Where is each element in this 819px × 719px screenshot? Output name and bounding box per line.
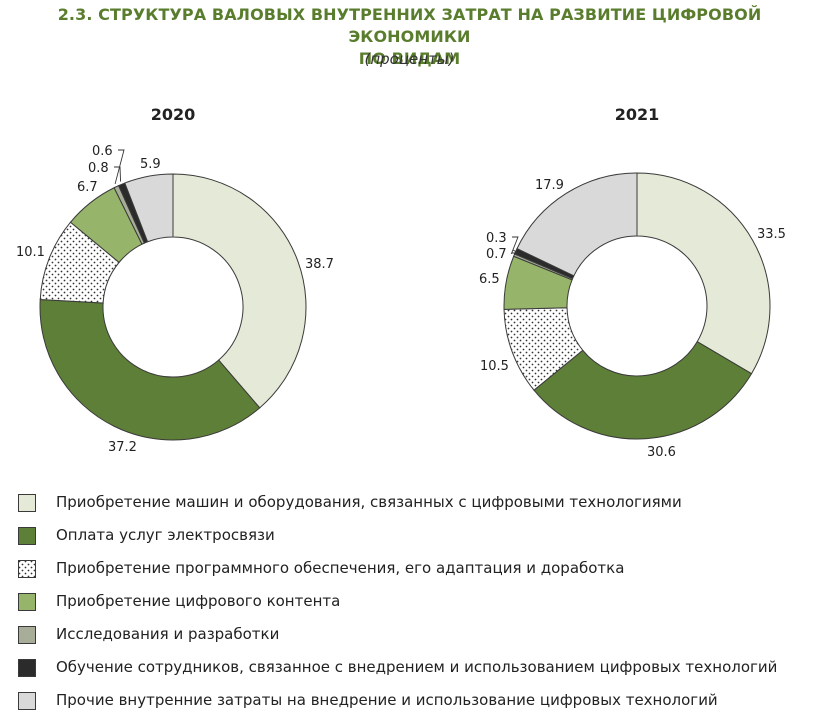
leader-line-training xyxy=(114,166,122,182)
data-label-software: 10.5 xyxy=(480,359,509,374)
legend-item-telecom: Оплата услуг электросвязи xyxy=(18,520,808,553)
leader-line-training xyxy=(512,249,520,254)
legend-item-content: Приобретение цифрового контента xyxy=(18,586,808,619)
legend-swatch-other xyxy=(18,692,36,710)
donut-title: 2020 xyxy=(151,105,196,124)
legend: Приобретение машин и оборудования, связа… xyxy=(18,487,808,718)
legend-label: Прочие внутренние затраты на внедрение и… xyxy=(56,691,718,709)
legend-swatch-software xyxy=(18,560,36,578)
data-label-content: 6.7 xyxy=(77,180,98,195)
legend-swatch-machines xyxy=(18,494,36,512)
data-label-machines: 33.5 xyxy=(757,227,786,242)
legend-item-training: Обучение сотрудников, связанное с внедре… xyxy=(18,652,808,685)
data-label-telecom: 30.6 xyxy=(647,445,676,460)
data-label-research: 0.6 xyxy=(92,144,113,159)
slice-other xyxy=(516,172,638,277)
legend-label: Обучение сотрудников, связанное с внедре… xyxy=(56,658,778,676)
legend-item-machines: Приобретение машин и оборудования, связа… xyxy=(18,487,808,520)
data-label-software: 10.1 xyxy=(16,245,45,260)
slice-other xyxy=(124,173,174,243)
legend-swatch-telecom xyxy=(18,527,36,545)
slice-telecom xyxy=(39,298,261,441)
chart-title-line1: 2.3. СТРУКТУРА ВАЛОВЫХ ВНУТРЕННИХ ЗАТРАТ… xyxy=(57,5,762,46)
slice-machines xyxy=(172,173,307,409)
data-label-training: 0.8 xyxy=(88,161,109,176)
legend-label: Оплата услуг электросвязи xyxy=(56,526,275,544)
leader-line-research xyxy=(510,236,519,255)
legend-label: Исследования и разработки xyxy=(56,625,280,643)
legend-item-research: Исследования и разработки xyxy=(18,619,808,652)
legend-label: Приобретение программного обеспечения, е… xyxy=(56,559,625,577)
data-label-research: 0.3 xyxy=(486,231,507,246)
chart-unit: (проценты) xyxy=(364,50,455,68)
legend-swatch-training xyxy=(18,659,36,677)
legend-label: Приобретение цифрового контента xyxy=(56,592,341,610)
leader-line-research xyxy=(114,149,125,185)
legend-label: Приобретение машин и оборудования, связа… xyxy=(56,493,682,511)
data-label-machines: 38.7 xyxy=(305,257,334,272)
data-label-telecom: 37.2 xyxy=(108,440,137,455)
data-label-content: 6.5 xyxy=(479,272,500,287)
legend-item-software: Приобретение программного обеспечения, е… xyxy=(18,553,808,586)
chart-title: 2.3. СТРУКТУРА ВАЛОВЫХ ВНУТРЕННИХ ЗАТРАТ… xyxy=(0,4,819,70)
data-label-other: 5.9 xyxy=(140,157,161,172)
slice-telecom xyxy=(533,340,753,440)
legend-swatch-research xyxy=(18,626,36,644)
donut-2021: 2021 33.5 30.6 10.5 6.5 0.30.7 17.9 xyxy=(479,105,786,460)
legend-swatch-content xyxy=(18,593,36,611)
donut-2020: 2020 38.7 37.2 10.1 6.7 0.6 0.8 5.9 xyxy=(16,105,334,455)
data-label-other: 17.9 xyxy=(535,178,564,193)
legend-item-other: Прочие внутренние затраты на внедрение и… xyxy=(18,685,808,718)
slice-machines xyxy=(636,172,771,375)
donut-charts: 2020 38.7 37.2 10.1 6.7 0.6 0.8 5.9 2021 33.5 30.… xyxy=(16,105,786,460)
data-label-training: 0.7 xyxy=(486,247,507,262)
chart-title-line2: ПО ВИДАМ xyxy=(358,49,461,68)
donut-title: 2021 xyxy=(615,105,660,124)
